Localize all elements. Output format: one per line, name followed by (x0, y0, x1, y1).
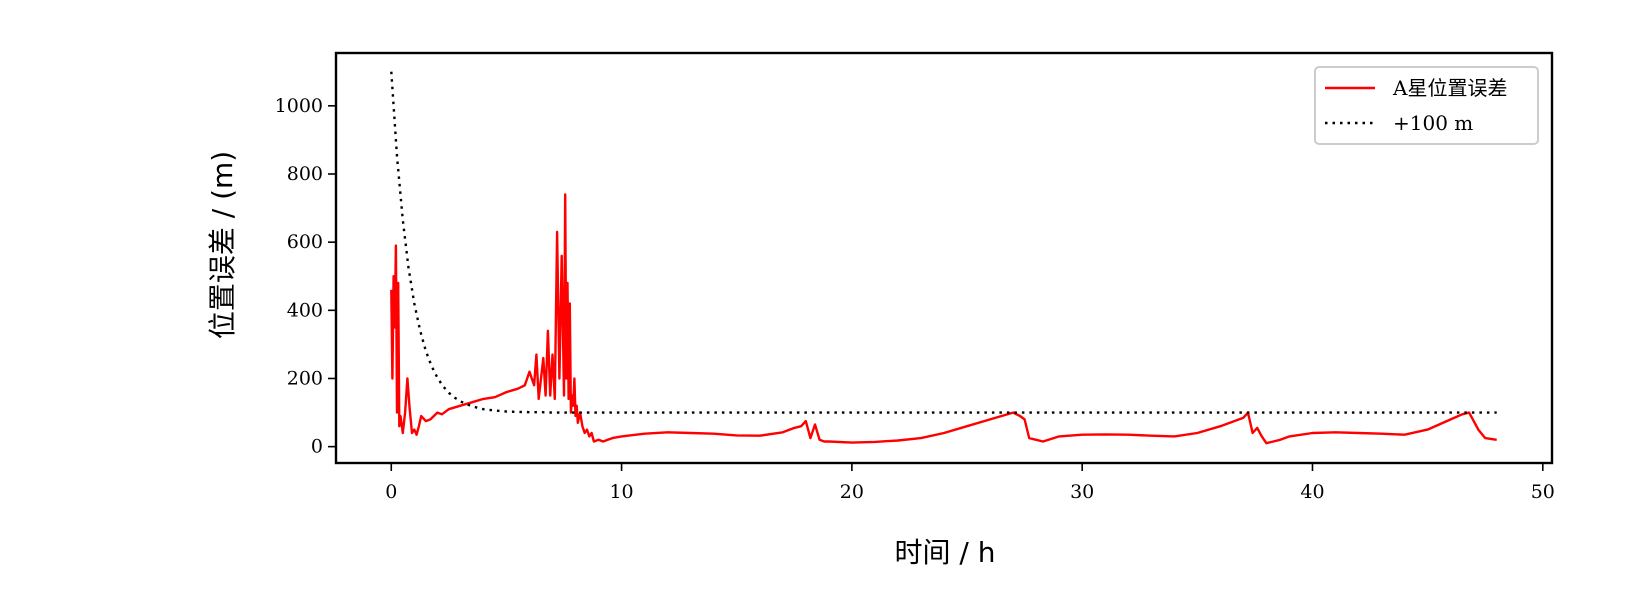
plot-area (334, 51, 1554, 465)
series-layer (390, 71, 1497, 445)
legend-label-threshold: +100 m (1393, 111, 1473, 135)
legend-box (1314, 66, 1539, 145)
y-tick-label: 800 (287, 163, 323, 185)
y-axis-title: 位置误差 / (m) (206, 151, 239, 339)
legend: A星位置误差 +100 m (1314, 66, 1539, 145)
x-axis-title: 时间 / h (895, 536, 996, 569)
legend-label-a-star-error: A星位置误差 (1392, 76, 1507, 100)
y-tick-label: 400 (287, 299, 323, 321)
x-tick-label: 0 (385, 481, 397, 503)
x-tick-label: 40 (1300, 481, 1324, 503)
x-tick-label: 30 (1070, 481, 1094, 503)
series-line-a-star-error (390, 193, 1497, 445)
y-tick-label: 1000 (275, 95, 323, 117)
ticks: 0 10 20 30 40 50 0 200 400 600 800 1000 (275, 95, 1555, 503)
x-tick-label: 10 (609, 481, 633, 503)
x-tick-label: 20 (840, 481, 864, 503)
y-tick-label: 200 (287, 367, 323, 389)
series-line-threshold (390, 71, 1497, 414)
x-tick-label: 50 (1531, 481, 1555, 503)
y-tick-label: 0 (311, 436, 323, 458)
y-tick-label: 600 (287, 231, 323, 253)
